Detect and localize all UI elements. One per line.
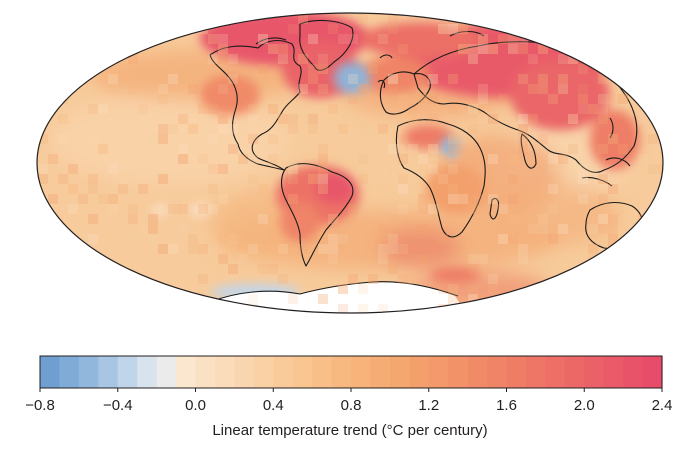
colorbar-swatch [584, 356, 605, 388]
colorbar-swatch [273, 356, 294, 388]
colorbar-swatch [642, 356, 663, 388]
colorbar-swatch [506, 356, 527, 388]
colorbar-swatch [487, 356, 508, 388]
colorbar-swatch [525, 356, 546, 388]
colorbar-swatch [409, 356, 430, 388]
colorbar-tick-label: 2.4 [652, 397, 673, 414]
colorbar-swatch [98, 356, 119, 388]
world-temperature-trend-map [36, 12, 664, 314]
map-surface [37, 13, 663, 313]
colorbar-tick-label: −0.4 [103, 397, 133, 414]
colorbar-swatch [78, 356, 99, 388]
colorbar-swatch [389, 356, 410, 388]
colorbar-swatch [137, 356, 158, 388]
colorbar-tick-label: −0.8 [25, 397, 55, 414]
colorbar-ticks: −0.8 −0.4 0.0 0.4 0.8 1.2 1.6 2.0 2.4 [25, 388, 672, 414]
colorbar-swatch [623, 356, 644, 388]
colorbar-swatch [428, 356, 449, 388]
colorbar-tick-label: 0.0 [185, 397, 206, 414]
colorbar-swatch [253, 356, 274, 388]
colorbar-tick-label: 0.4 [263, 397, 284, 414]
colorbar-swatch [234, 356, 255, 388]
colorbar-swatch [40, 356, 61, 388]
colorbar-swatch [370, 356, 391, 388]
colorbar-swatch [448, 356, 469, 388]
colorbar-swatch [603, 356, 624, 388]
colorbar-swatch [312, 356, 333, 388]
colorbar-swatch [117, 356, 138, 388]
colorbar-swatch [59, 356, 80, 388]
colorbar-swatch [331, 356, 352, 388]
colorbar-swatch [195, 356, 216, 388]
colorbar-swatches [40, 356, 663, 388]
colorbar-swatch [545, 356, 566, 388]
colorbar-legend: −0.8 −0.4 0.0 0.4 0.8 1.2 1.6 2.0 2.4 Linear tem… [25, 355, 672, 439]
colorbar-swatch [564, 356, 585, 388]
colorbar-swatch [156, 356, 177, 388]
land-warming [276, 125, 485, 283]
colorbar-title: Linear temperature trend (°C per century… [212, 422, 487, 439]
colorbar-swatch [176, 356, 197, 388]
colorbar-tick-label: 1.2 [418, 397, 439, 414]
colorbar-tick-label: 2.0 [574, 397, 595, 414]
colorbar-swatch [467, 356, 488, 388]
colorbar-swatch [214, 356, 235, 388]
colorbar-tick-label: 0.8 [341, 397, 362, 414]
globe-outline [36, 12, 664, 314]
colorbar-tick-label: 1.6 [496, 397, 517, 414]
colorbar-swatch [351, 356, 372, 388]
colorbar-swatch [292, 356, 313, 388]
